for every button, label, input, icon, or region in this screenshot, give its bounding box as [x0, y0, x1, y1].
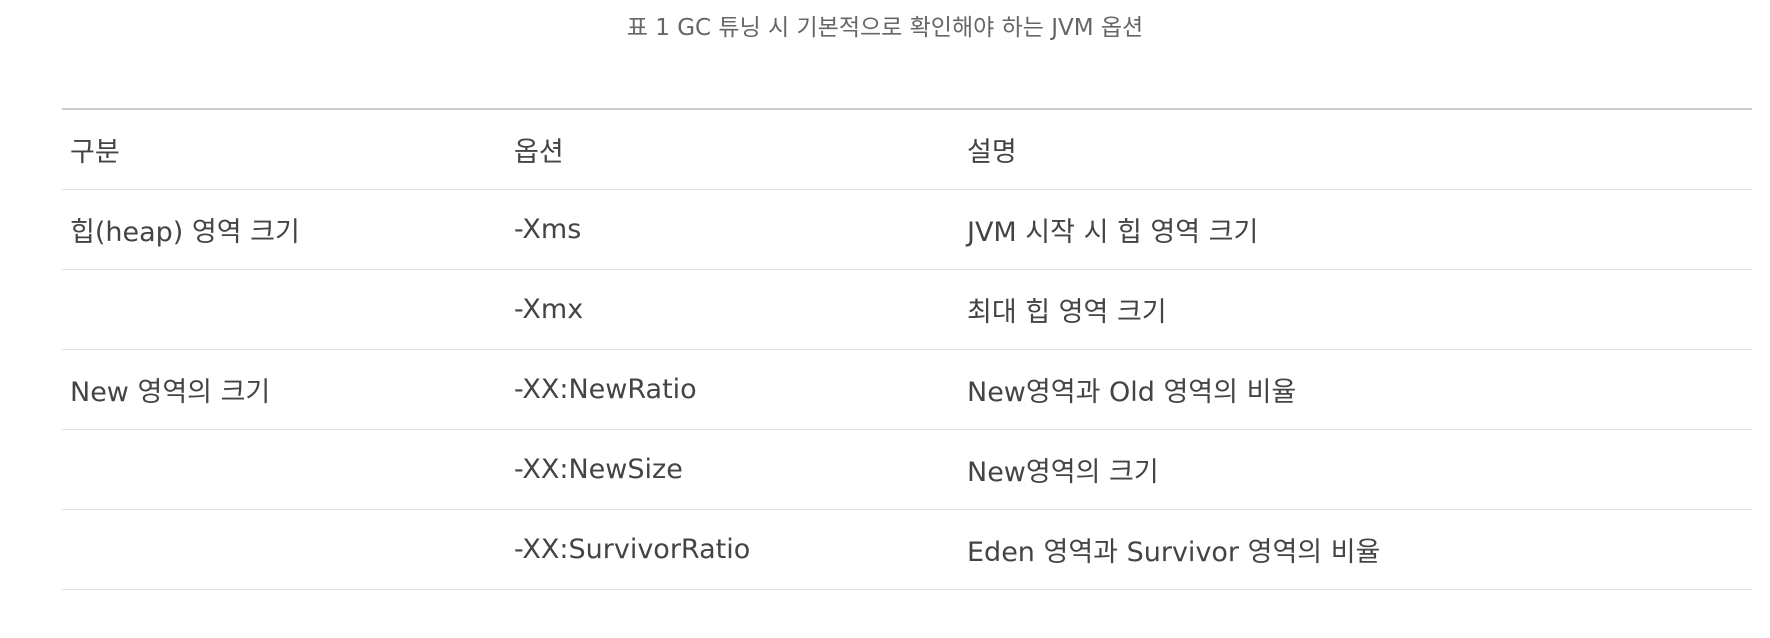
cell-option: -Xms — [506, 189, 959, 270]
cell-description: JVM 시작 시 힙 영역 크기 — [959, 189, 1752, 270]
table-row: 힙(heap) 영역 크기 -Xms JVM 시작 시 힙 영역 크기 — [62, 189, 1752, 270]
cell-description: Eden 영역과 Survivor 영역의 비율 — [959, 509, 1752, 590]
cell-option: -XX:SurvivorRatio — [506, 509, 959, 590]
jvm-options-table: 구분 옵션 설명 힙(heap) 영역 크기 -Xms JVM 시작 시 힙 영… — [62, 108, 1752, 590]
cell-description: New영역의 크기 — [959, 429, 1752, 510]
header-option: 옵션 — [506, 109, 959, 190]
cell-description: New영역과 Old 영역의 비율 — [959, 349, 1752, 430]
table-caption: 표 1 GC 튜닝 시 기본적으로 확인해야 하는 JVM 옵션 — [626, 15, 1144, 41]
cell-category — [62, 269, 506, 350]
header-category: 구분 — [62, 109, 506, 190]
cell-category — [62, 429, 506, 510]
cell-category: New 영역의 크기 — [62, 349, 506, 430]
table-header-row: 구분 옵션 설명 — [62, 109, 1752, 190]
table-row: -Xmx 최대 힙 영역 크기 — [62, 269, 1752, 350]
cell-option: -XX:NewRatio — [506, 349, 959, 430]
cell-category: 힙(heap) 영역 크기 — [62, 189, 506, 270]
header-description: 설명 — [959, 109, 1752, 190]
cell-category — [62, 509, 506, 590]
cell-description: 최대 힙 영역 크기 — [959, 269, 1752, 350]
table-row: New 영역의 크기 -XX:NewRatio New영역과 Old 영역의 비… — [62, 349, 1752, 430]
cell-option: -Xmx — [506, 269, 959, 350]
table-row: -XX:NewSize New영역의 크기 — [62, 429, 1752, 510]
jvm-options-table-container: 구분 옵션 설명 힙(heap) 영역 크기 -Xms JVM 시작 시 힙 영… — [62, 108, 1752, 590]
table-row: -XX:SurvivorRatio Eden 영역과 Survivor 영역의 … — [62, 509, 1752, 590]
cell-option: -XX:NewSize — [506, 429, 959, 510]
